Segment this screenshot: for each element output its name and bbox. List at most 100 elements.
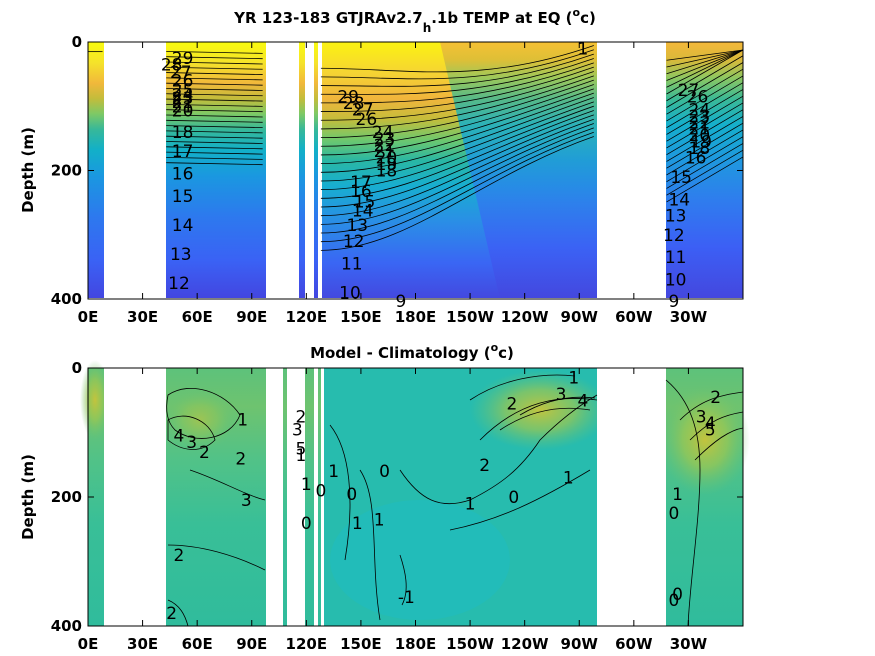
bottom-contour-line [449, 469, 591, 531]
bottom-contour-label: 2 [166, 604, 177, 624]
top-contour-line [166, 109, 263, 113]
top-contour-line [666, 75, 744, 122]
top-contour-label: 21 [374, 142, 396, 162]
top-contour-line [666, 143, 744, 189]
top-contour-line [666, 49, 744, 68]
bottom-contour-label: 0 [379, 462, 390, 482]
bottom-contour-line [189, 469, 266, 501]
top-contour-label: 20 [689, 126, 711, 146]
top-contour-line [666, 49, 744, 88]
top-contour-line [320, 71, 594, 121]
top-x-tick-label: 60E [182, 308, 213, 326]
bottom-contour-line [469, 374, 576, 401]
top-contour-line [666, 95, 744, 142]
top-contour-line [320, 58, 594, 95]
top-x-tick-label: 120E [286, 308, 328, 326]
bottom-land-sumatra-a [266, 366, 283, 628]
top-contour-label: 24 [689, 100, 711, 120]
top-contour-line [320, 118, 594, 217]
top-land-gaps [88, 40, 743, 302]
top-contour-line [166, 162, 263, 166]
bottom-x-tick-label: 120W [501, 635, 549, 653]
top-x-tick-label: 90E [236, 308, 267, 326]
bottom-contour-label: 5 [295, 440, 306, 460]
top-contour-line [166, 61, 263, 65]
top-contour-label: 10 [665, 271, 687, 291]
bottom-atlantic-anomaly [660, 385, 750, 495]
top-contour-label: 28 [161, 55, 183, 75]
top-y-tick-label: 0 [72, 33, 82, 51]
bottom-contour-label: 0 [668, 504, 679, 524]
bottom-contour-line [167, 415, 216, 450]
top-contour-label: 9 [668, 292, 679, 312]
bottom-contour-label: 4 [577, 391, 588, 411]
top-contour-line [666, 136, 744, 183]
bottom-contour-line [679, 391, 744, 421]
bottom-contour-label: 1 [295, 446, 306, 466]
bottom-x-tick-label: 90W [561, 635, 599, 653]
top-contour-label: 27 [352, 100, 374, 120]
top-contour-line [666, 49, 744, 95]
top-contour-label: 15 [172, 187, 194, 207]
top-x-tick-label: 180E [395, 308, 437, 326]
bottom-contour-line [166, 387, 241, 439]
top-contour-line [320, 88, 594, 156]
bottom-contour-label: 0 [668, 591, 679, 611]
top-contour-label: 18 [376, 162, 398, 182]
bottom-contour-label: 2 [710, 388, 721, 408]
top-contour-label: 23 [374, 129, 396, 149]
top-contour-line [666, 82, 744, 129]
top-contour-label: 24 [372, 123, 394, 143]
top-contour-line [320, 123, 594, 225]
top-contour-lines [88, 45, 744, 251]
bottom-contour-label: 1 [301, 475, 312, 495]
top-contour-line [166, 103, 263, 107]
bottom-contour-label: 2 [479, 456, 490, 476]
bottom-contour-line [399, 554, 407, 606]
bottom-contour-line [167, 544, 266, 571]
top-contour-line [666, 122, 744, 169]
top-land-sulawesi [318, 40, 322, 302]
bottom-land-sulawesi [321, 366, 324, 628]
top-contour-line [166, 66, 263, 70]
top-contour-line [320, 62, 594, 104]
bottom-x-tick-label: 30E [127, 635, 158, 653]
bottom-contour-label: 1 [568, 369, 579, 389]
bottom-y-tick-label: 400 [51, 617, 82, 635]
top-land-america [597, 40, 666, 302]
top-contour-label: 25 [172, 81, 194, 101]
bottom-land-borneo [314, 366, 318, 628]
bottom-y-tick-label: 200 [51, 488, 82, 506]
top-contour-line [666, 89, 744, 135]
top-land-borneo [305, 40, 314, 302]
top-contour-line [166, 88, 263, 91]
bottom-contour-line [519, 396, 596, 416]
top-contour-label: 21 [172, 97, 194, 117]
top-x-tick-label: 60W [615, 308, 653, 326]
top-contour-label: 19 [376, 155, 398, 175]
top-contour-line [320, 136, 594, 251]
top-contour-line [320, 97, 594, 173]
top-contour-line [320, 114, 594, 208]
bottom-contour-label: 0 [672, 585, 683, 605]
bottom-contour-label: 5 [705, 420, 716, 440]
top-contour-label: 15 [670, 168, 692, 188]
bottom-x-tick-label: 30W [670, 635, 708, 653]
bottom-contour-label: 2 [199, 443, 210, 463]
bottom-x-tick-label: 90E [236, 635, 267, 653]
top-contour-label: 20 [172, 102, 194, 122]
top-contour-line [320, 105, 594, 191]
top-contour-line [166, 98, 263, 102]
bottom-chart-title: Model - Climatology (oc) [310, 341, 514, 362]
top-contour-line [166, 56, 263, 60]
bottom-cold-anomaly [330, 500, 510, 620]
top-contour-line [320, 75, 594, 130]
top-x-tick-label: 30E [127, 308, 158, 326]
top-contour-label: 16 [350, 182, 372, 202]
top-contour-label: 13 [170, 245, 192, 265]
top-contour-line [320, 49, 594, 80]
bottom-contour-line [689, 411, 744, 441]
top-contour-line [320, 84, 594, 147]
